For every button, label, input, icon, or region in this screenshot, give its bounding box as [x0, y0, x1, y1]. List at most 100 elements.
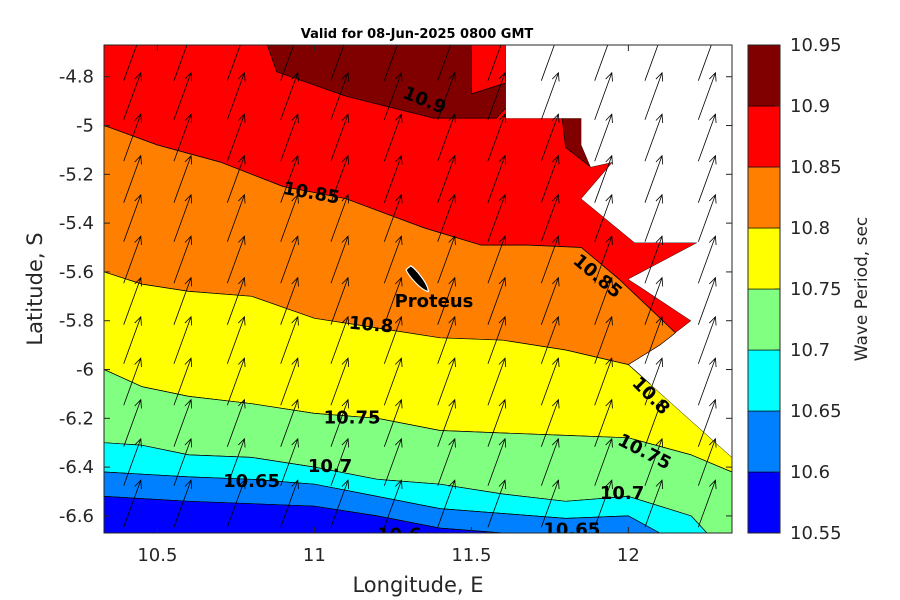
contour-label: 10.75 [324, 407, 381, 428]
wave-arrow [540, 154, 560, 203]
wave-arrow [123, 315, 142, 364]
wave-arrow [226, 398, 246, 447]
wave-arrow [383, 193, 403, 242]
wave-arrow [594, 315, 613, 364]
wave-arrow [226, 154, 246, 203]
colorbar-tick-label: 10.85 [790, 157, 842, 178]
contour-label: 10.7 [600, 483, 644, 504]
wave-arrow [280, 437, 299, 486]
wave-arrow [540, 437, 560, 486]
wave-arrow [697, 357, 717, 406]
wave-arrow [594, 276, 613, 325]
wave-arrow [540, 276, 560, 325]
wave-arrow [383, 398, 403, 447]
wave-arrow [644, 315, 664, 364]
wave-arrow [226, 357, 246, 406]
wave-arrow [487, 315, 507, 364]
wave-arrow [540, 357, 560, 406]
wave-arrow [330, 479, 350, 528]
wave-arrow [123, 437, 142, 486]
wave-arrow [540, 193, 560, 242]
wave-arrow [540, 113, 560, 162]
contour-label: 10.7 [308, 456, 352, 477]
wave-arrow [280, 113, 299, 162]
wave-arrow [644, 193, 664, 242]
y-tick-label: -5 [76, 116, 94, 137]
wave-arrow [383, 235, 403, 284]
wave-arrow [226, 276, 246, 325]
colorbar-swatch [747, 288, 781, 351]
contour-label: 10.8 [348, 313, 394, 338]
colorbar-swatch [747, 44, 781, 107]
wave-arrow [280, 398, 299, 447]
wave-arrow [540, 45, 555, 81]
wave-arrow [280, 479, 299, 528]
wave-arrow [644, 437, 664, 486]
colorbar-tick-label: 10.7 [790, 340, 830, 361]
wave-arrow [173, 235, 193, 284]
wave-arrow [226, 315, 246, 364]
wave-arrow [540, 71, 560, 120]
wave-arrow [644, 276, 664, 325]
contour-band-10.55-10.6 [104, 496, 504, 533]
wave-arrow [226, 45, 241, 81]
y-tick-label: -5.8 [59, 311, 94, 332]
contour-bands [104, 45, 732, 533]
colorbar-tick-label: 10.95 [790, 35, 842, 56]
wave-arrow [226, 113, 246, 162]
y-tick-label: -5.4 [59, 213, 94, 234]
wave-arrow [540, 315, 560, 364]
wave-arrow [487, 398, 507, 447]
wave-arrow [173, 357, 193, 406]
wave-arrow [594, 113, 613, 162]
x-axis-label: Longitude, E [352, 573, 483, 597]
plot-area: 10.910.8510.8510.810.810.7510.7510.710.7… [104, 45, 732, 533]
wave-arrow [123, 193, 142, 242]
wave-arrow [330, 113, 350, 162]
wave-arrow [644, 479, 664, 528]
wave-arrow [280, 235, 299, 284]
colorbar-tick-label: 10.55 [790, 523, 842, 544]
wave-arrow [173, 113, 193, 162]
colorbar: 10.55 10.6 10.65 10.7 10.75 10.8 10.85 10.9 10.9… [747, 35, 842, 544]
wave-arrow [383, 315, 403, 364]
wave-arrow [383, 71, 403, 120]
wave-arrow [226, 479, 246, 528]
wave-arrow [280, 71, 299, 120]
wave-arrow [123, 479, 142, 528]
wave-arrow [594, 154, 613, 203]
ship-icon [405, 265, 429, 293]
x-tick-label: 11.5 [451, 545, 491, 566]
y-axis: -4.8 -5 -5.2 -5.4 -5.6 -5.8 -6 -6.2 -6.4 -6.6 [59, 67, 732, 527]
wave-arrow [437, 315, 456, 364]
wave-arrow [437, 154, 456, 203]
wave-arrow [383, 357, 403, 406]
wave-arrow [437, 235, 456, 284]
wave-arrow [697, 45, 712, 81]
wave-arrow [594, 357, 613, 406]
wave-arrow [594, 193, 613, 242]
y-tick-label: -6.2 [59, 408, 94, 429]
wave-arrow [280, 315, 299, 364]
wave-arrow [697, 193, 717, 242]
y-tick-label: -4.8 [59, 67, 94, 88]
wave-arrow [123, 235, 142, 284]
wave-arrow [123, 71, 142, 120]
wave-arrow [594, 71, 613, 120]
wave-arrow [644, 398, 664, 447]
colorbar-swatch [747, 410, 781, 473]
ship-marker: Proteus [395, 265, 473, 312]
wave-direction-arrows [123, 45, 717, 528]
wave-arrow [697, 437, 717, 486]
no-data-region [505, 45, 732, 243]
wave-arrow [383, 276, 403, 325]
wave-arrow [173, 276, 193, 325]
colorbar-swatch [747, 471, 781, 534]
wave-arrow [226, 193, 246, 242]
y-tick-label: -5.6 [59, 262, 94, 283]
wave-arrow [697, 71, 717, 120]
wave-arrow [437, 113, 456, 162]
wave-arrow [487, 357, 507, 406]
wave-arrow [173, 193, 193, 242]
wave-arrow [644, 154, 664, 203]
